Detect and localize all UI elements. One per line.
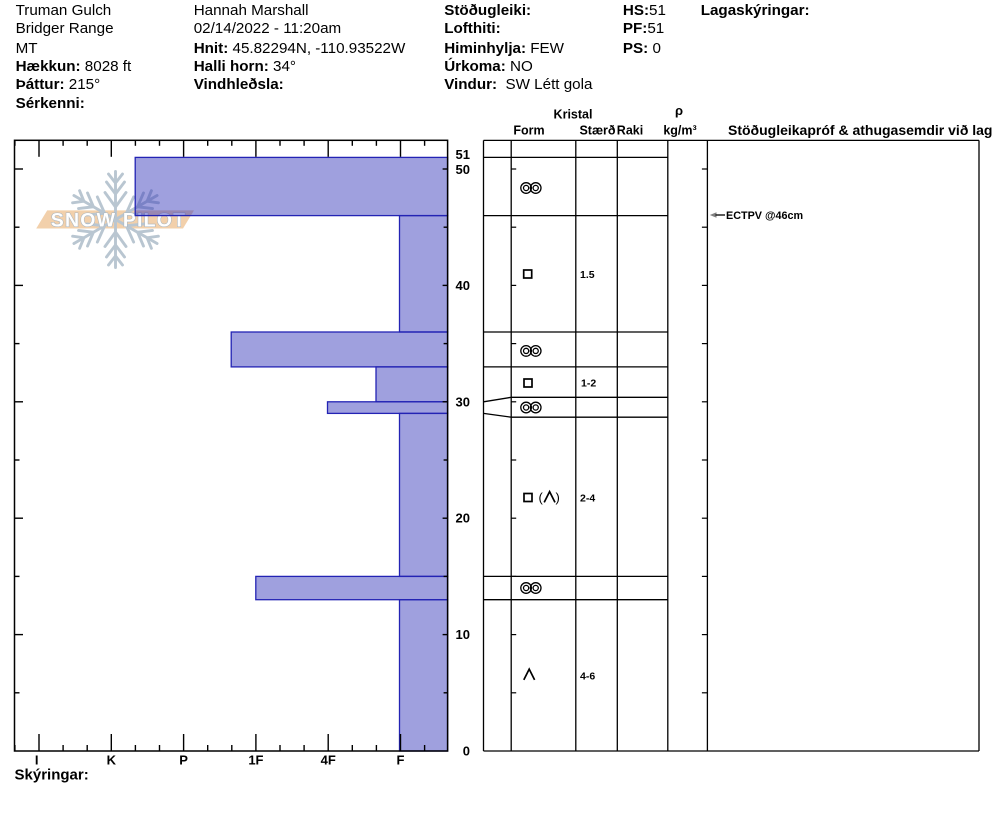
svg-text:kg/m³: kg/m³ [663,124,696,138]
svg-text:(: ( [539,490,544,505]
svg-text:51: 51 [456,147,470,162]
svg-text:1.5: 1.5 [580,269,595,281]
svg-text:Form: Form [513,124,544,138]
svg-text:4-6: 4-6 [580,671,595,683]
svg-text:): ) [556,490,560,505]
svg-text:Stöðugleikapróf & athugasemdir: Stöðugleikapróf & athugasemdir við lag [728,122,992,138]
svg-text:ρ: ρ [675,103,683,118]
svg-text:4F: 4F [321,753,336,768]
svg-text:Skýringar:: Skýringar: [15,767,89,784]
svg-text:20: 20 [456,511,470,526]
svg-text:30: 30 [456,394,470,409]
svg-text:1-2: 1-2 [581,378,596,390]
svg-text:F: F [397,753,405,768]
svg-text:10: 10 [456,627,470,642]
svg-text:K: K [107,753,117,768]
svg-text:50: 50 [456,162,470,177]
svg-text:2-4: 2-4 [580,493,595,505]
svg-text:I: I [35,753,39,768]
svg-text:Raki: Raki [617,124,643,138]
svg-text:Stærð: Stærð [579,124,615,138]
svg-text:1F: 1F [248,753,263,768]
svg-text:40: 40 [456,278,470,293]
svg-text:ECTPV @46cm: ECTPV @46cm [726,210,803,222]
svg-text:P: P [179,753,188,768]
svg-text:Kristal: Kristal [554,108,593,122]
svg-text:0: 0 [463,744,470,759]
